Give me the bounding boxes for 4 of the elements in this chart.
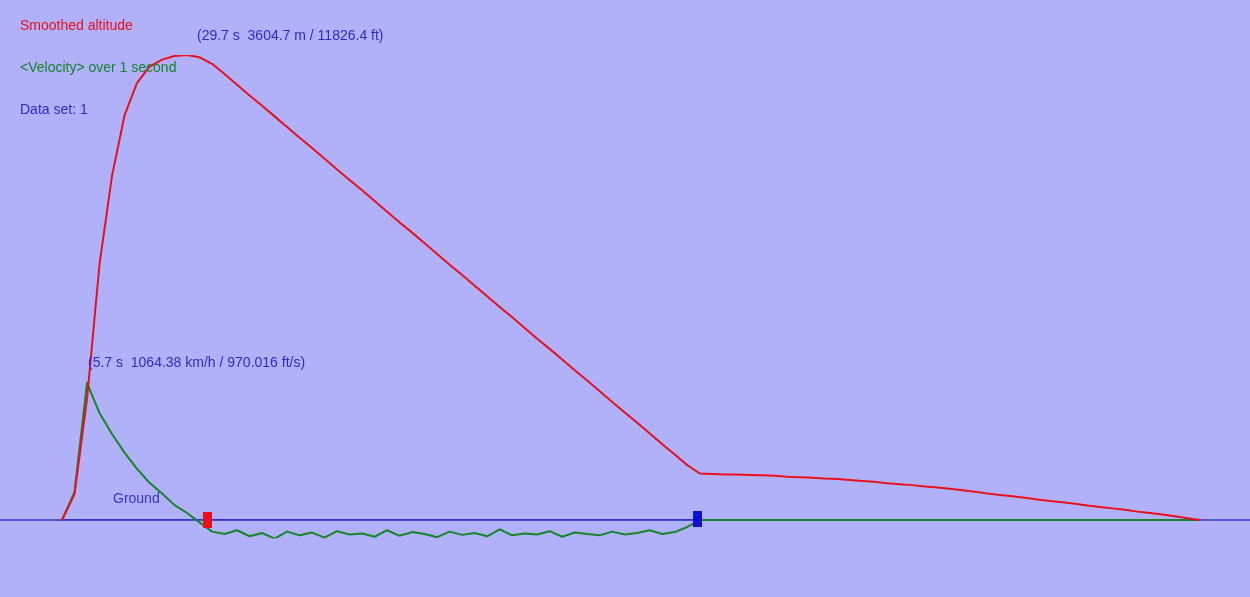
- ref-line-label: Ground: [113, 490, 160, 506]
- text: Smoothed altitude: [20, 17, 134, 33]
- text: (29.7 s 3604.7 m / 11826.4 ft): [197, 27, 384, 43]
- annotation: Data set: 1: [20, 101, 88, 117]
